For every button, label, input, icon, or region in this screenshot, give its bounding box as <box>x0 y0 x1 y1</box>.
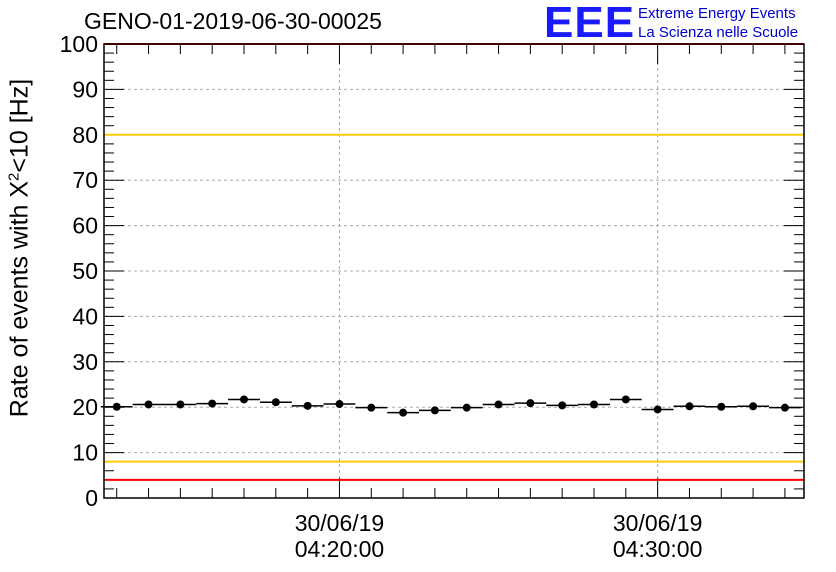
data-point <box>176 400 185 409</box>
y-axis-label-prefix: Rate of events with X <box>5 180 34 418</box>
y-tick-label: 60 <box>72 213 98 239</box>
y-tick-label: 30 <box>72 349 98 375</box>
data-point <box>494 400 503 409</box>
data-point <box>526 399 535 408</box>
data-point <box>462 403 471 412</box>
x-tick-label-date: 30/06/19 <box>613 510 703 536</box>
data-point <box>303 401 312 410</box>
data-point <box>621 395 630 404</box>
data-point <box>144 400 153 409</box>
data-point <box>430 406 439 415</box>
y-tick-label: 40 <box>72 303 98 329</box>
logo-text: Extreme Energy Events La Scienza nelle S… <box>638 4 798 42</box>
data-point <box>717 402 726 411</box>
data-point <box>240 395 248 404</box>
logo-line-2: La Scienza nelle Scuole <box>638 24 799 41</box>
y-tick-label: 20 <box>72 394 98 420</box>
y-tick-label: 70 <box>72 167 98 193</box>
data-point <box>399 408 408 417</box>
x-tick-label-date: 30/06/19 <box>295 510 385 536</box>
y-tick-label: 90 <box>72 76 98 102</box>
plot-frame <box>103 43 805 499</box>
data-point <box>208 399 217 408</box>
data-point <box>112 402 121 411</box>
data-point <box>367 403 376 412</box>
data-point <box>590 400 598 409</box>
y-axis-label-sup: 2 <box>5 172 23 181</box>
x-tick-label-time: 04:20:00 <box>295 536 385 562</box>
logo-line-1: Extreme Energy Events <box>638 5 796 22</box>
data-point <box>780 403 789 412</box>
data-point <box>271 398 280 407</box>
data-point <box>335 400 344 409</box>
y-axis-label: Rate of events with X2<10 [Hz] <box>5 79 34 417</box>
y-tick-label: 50 <box>72 258 98 284</box>
y-tick-label: 0 <box>85 485 98 511</box>
y-axis-label-suffix: <10 [Hz] <box>5 78 34 173</box>
data-point <box>685 402 694 411</box>
eee-logo: EEE <box>544 0 636 47</box>
y-tick-label: 80 <box>72 122 98 148</box>
data-point <box>749 402 758 411</box>
data-point <box>558 401 567 410</box>
y-tick-label: 10 <box>72 440 98 466</box>
chart-title: GENO-01-2019-06-30-00025 <box>84 8 382 34</box>
x-tick-label-time: 04:30:00 <box>613 536 703 562</box>
y-tick-label: 100 <box>60 31 98 57</box>
data-point <box>653 405 662 414</box>
